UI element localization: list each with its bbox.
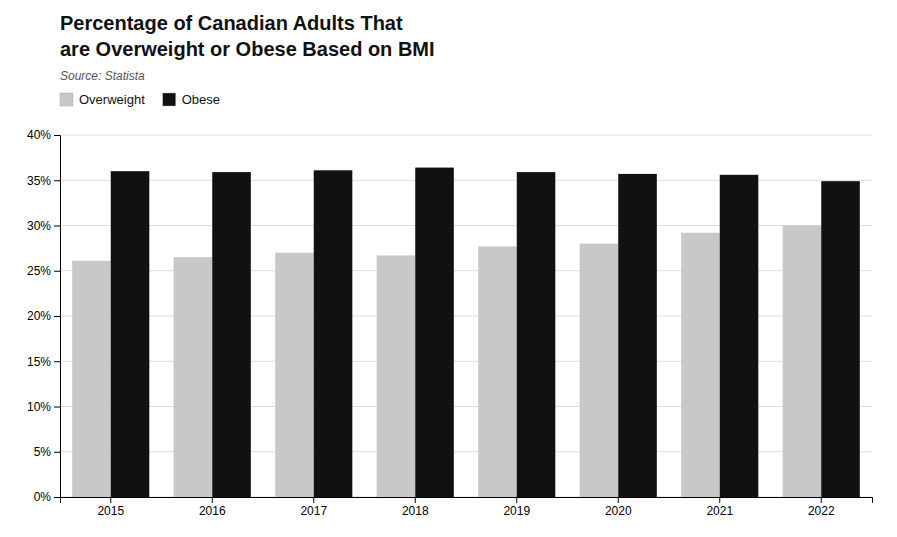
tick-mark bbox=[54, 316, 60, 317]
tick: 2017 bbox=[300, 497, 327, 518]
tick-mark bbox=[719, 497, 720, 503]
bar bbox=[821, 181, 860, 497]
tick-label: 0% bbox=[34, 490, 52, 504]
tick-mark bbox=[618, 497, 619, 503]
tick: 0% bbox=[34, 490, 60, 504]
legend-item: Obese bbox=[163, 92, 220, 107]
tick-mark bbox=[110, 497, 111, 503]
bar bbox=[174, 257, 213, 497]
tick-label: 2017 bbox=[300, 504, 327, 518]
tick-label: 20% bbox=[27, 309, 51, 323]
tick: 5% bbox=[34, 445, 60, 459]
chart-container: Percentage of Canadian Adults That are Ov… bbox=[0, 0, 897, 537]
tick: 40% bbox=[27, 128, 60, 142]
tick-label: 2018 bbox=[402, 504, 429, 518]
tick-mark bbox=[54, 407, 60, 408]
tick: 2022 bbox=[808, 497, 835, 518]
bar bbox=[377, 255, 416, 497]
tick-label: 5% bbox=[34, 445, 52, 459]
tick: 35% bbox=[27, 174, 60, 188]
chart-title: Percentage of Canadian Adults That bbox=[60, 12, 403, 34]
tick: 2021 bbox=[706, 497, 733, 518]
tick-mark bbox=[54, 135, 60, 136]
legend-item: Overweight bbox=[60, 92, 145, 107]
grid bbox=[60, 135, 872, 497]
source-note: Source: Statista bbox=[60, 69, 145, 83]
bar bbox=[681, 233, 720, 497]
tick-mark bbox=[415, 497, 416, 503]
bar bbox=[275, 253, 314, 497]
tick: 2020 bbox=[605, 497, 632, 518]
tick-label: 2016 bbox=[199, 504, 226, 518]
tick: 2015 bbox=[97, 497, 124, 518]
tick-mark bbox=[54, 497, 60, 498]
bars bbox=[72, 168, 860, 497]
tick-mark bbox=[54, 452, 60, 453]
tick: 15% bbox=[27, 355, 60, 369]
bar bbox=[478, 246, 517, 497]
bar bbox=[580, 244, 619, 497]
bar bbox=[111, 171, 150, 497]
grid-line bbox=[60, 135, 872, 136]
bar bbox=[720, 175, 759, 497]
tick: 2016 bbox=[199, 497, 226, 518]
tick-label: 40% bbox=[27, 128, 51, 142]
axis-line bbox=[54, 136, 61, 498]
tick-label: 15% bbox=[27, 355, 51, 369]
tick: 20% bbox=[27, 309, 60, 323]
tick-mark bbox=[54, 271, 60, 272]
legend: Overweight Obese bbox=[60, 92, 220, 107]
tick: 30% bbox=[27, 219, 60, 233]
tick-mark bbox=[54, 361, 60, 362]
bar bbox=[783, 226, 822, 498]
tick-mark bbox=[212, 497, 213, 503]
tick-label: 25% bbox=[27, 264, 51, 278]
x-axis: 2015 2016 2017 2018 2019 2020 2021 2022 bbox=[61, 497, 873, 518]
bar bbox=[415, 168, 454, 497]
tick-mark bbox=[54, 226, 60, 227]
tick: 10% bbox=[27, 400, 60, 414]
tick-mark bbox=[821, 497, 822, 503]
bar bbox=[618, 174, 657, 497]
tick-label: 2021 bbox=[706, 504, 733, 518]
legend-swatch bbox=[60, 93, 73, 106]
chart-title: are Overweight or Obese Based on BMI bbox=[60, 38, 435, 60]
tick: 25% bbox=[27, 264, 60, 278]
legend-label: Obese bbox=[182, 92, 220, 107]
tick-label: 30% bbox=[27, 219, 51, 233]
chart-svg: Percentage of Canadian Adults That are Ov… bbox=[0, 0, 897, 537]
bar-series bbox=[111, 168, 860, 497]
tick-label: 10% bbox=[27, 400, 51, 414]
legend-label: Overweight bbox=[79, 92, 145, 107]
axis-line bbox=[61, 498, 873, 504]
tick-mark bbox=[313, 497, 314, 503]
plot-area: 0%5%10%15%20%25%30%35%40%201520162017201… bbox=[27, 128, 873, 517]
y-axis: 0% 5% 10% 15% 20% 25% 30% 35% 40% bbox=[27, 128, 61, 504]
legend-swatch bbox=[163, 93, 176, 106]
tick-label: 2020 bbox=[605, 504, 632, 518]
tick-label: 2022 bbox=[808, 504, 835, 518]
tick-label: 35% bbox=[27, 174, 51, 188]
bar bbox=[212, 172, 251, 497]
bar bbox=[314, 170, 353, 497]
tick: 2018 bbox=[402, 497, 429, 518]
tick-mark bbox=[516, 497, 517, 503]
bar bbox=[72, 261, 111, 497]
bar bbox=[517, 172, 556, 497]
tick-label: 2015 bbox=[97, 504, 124, 518]
tick-mark bbox=[54, 180, 60, 181]
tick: 2019 bbox=[503, 497, 530, 518]
tick-label: 2019 bbox=[503, 504, 530, 518]
